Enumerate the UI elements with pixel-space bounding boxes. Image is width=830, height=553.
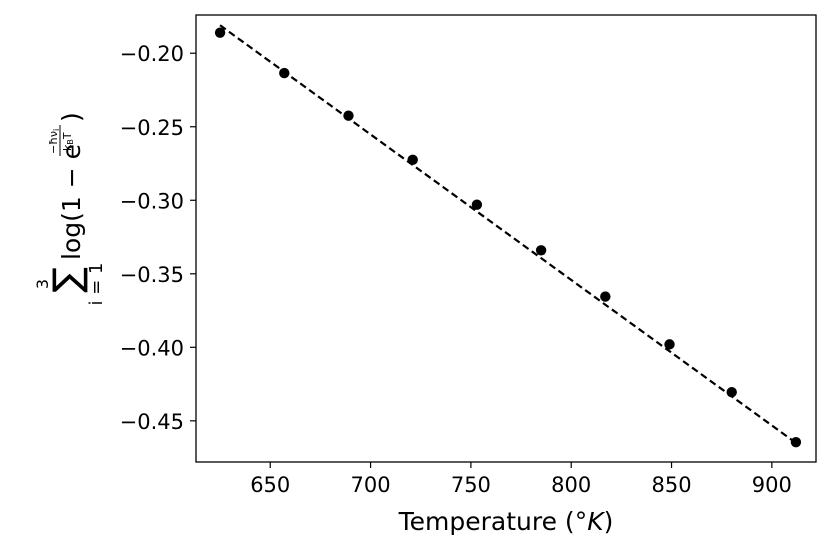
data-point (343, 110, 354, 121)
data-point (726, 386, 737, 398)
y-tick-label: −0.20 (120, 42, 184, 66)
fit-line-layer (219, 24, 799, 446)
data-point (790, 436, 802, 448)
y-axis-label: ∑ 3 i = 1 log(1 − e −ħνi kBT ) (33, 112, 107, 305)
data-point (600, 291, 611, 302)
data-point (407, 154, 418, 166)
fit-line (219, 24, 799, 446)
y-tick-label: −0.35 (120, 263, 184, 287)
svg-text:kBT: kBT (61, 132, 75, 151)
y-tick-label: −0.25 (120, 116, 184, 140)
x-axis-ticks: 650 700 750 800 850 900 (250, 462, 792, 497)
data-point (535, 245, 547, 256)
x-tick-label: 750 (451, 473, 491, 497)
svg-text:log(1 − e: log(1 − e (57, 144, 86, 260)
x-axis-label: Temperature (°K) (398, 507, 614, 536)
y-tick-label: −0.40 (120, 336, 184, 360)
data-point (664, 339, 675, 350)
x-tick-label: 700 (351, 473, 391, 497)
svg-text:3: 3 (33, 279, 52, 289)
svg-text:): ) (57, 112, 86, 122)
svg-text:∑: ∑ (45, 267, 89, 293)
data-points-layer (214, 27, 802, 448)
svg-text:−ħνi: −ħνi (47, 129, 61, 154)
y-axis-ticks: −0.20 −0.25 −0.30 −0.35 −0.40 −0.45 (120, 42, 196, 434)
x-tick-label: 650 (250, 473, 290, 497)
x-tick-label: 850 (651, 473, 691, 497)
data-point (471, 199, 483, 210)
y-tick-label: −0.45 (120, 410, 184, 434)
y-tick-label: −0.30 (120, 189, 184, 213)
data-point (214, 27, 226, 38)
plot-frame (195, 14, 817, 463)
data-point (279, 67, 290, 79)
x-tick-label: 800 (551, 473, 591, 497)
x-tick-label: 900 (752, 473, 792, 497)
svg-text:i = 1: i = 1 (86, 263, 107, 306)
